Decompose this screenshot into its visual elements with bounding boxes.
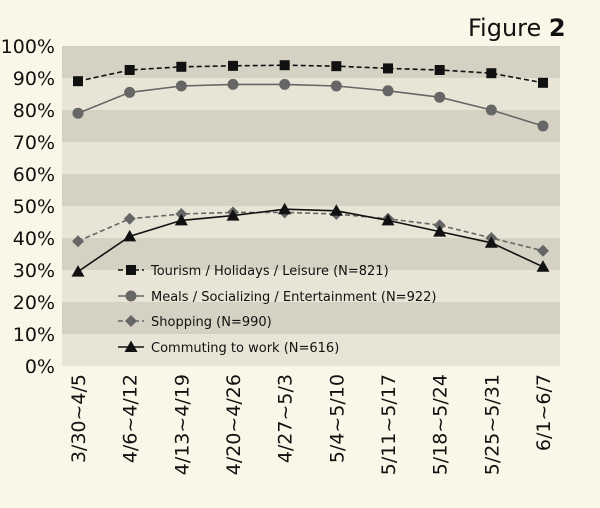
data-point (538, 77, 548, 88)
series-group (71, 60, 550, 277)
series-line (77, 83, 544, 127)
series-square (73, 60, 548, 88)
y-tick-label: 10% (13, 324, 55, 346)
legend: Tourism / Holidays / Leisure (N=821) Meal… (118, 264, 436, 356)
x-tick-label: 5/25~5/31 (481, 374, 503, 475)
legend-marker (124, 340, 138, 352)
legend-item: Commuting to work (N=616) (118, 340, 339, 356)
data-point (71, 265, 85, 277)
series-line (77, 211, 544, 252)
x-tick-label: 4/13~4/19 (171, 374, 193, 475)
plot-background (62, 46, 560, 366)
x-tick-label: 4/6~4/12 (120, 374, 142, 463)
y-tick-label: 30% (13, 260, 55, 282)
y-tick-label: 90% (13, 68, 55, 90)
data-point (433, 225, 447, 237)
data-point (176, 61, 187, 72)
data-point (382, 85, 394, 97)
legend-marker (126, 265, 136, 275)
data-point (175, 80, 187, 92)
x-tick-label: 4/27~5/3 (275, 374, 297, 463)
legend-marker (125, 315, 137, 327)
grid-band (62, 238, 560, 270)
y-tick-label: 20% (13, 292, 55, 314)
data-point (124, 65, 135, 75)
y-tick-label: 40% (13, 228, 55, 250)
data-point (73, 76, 83, 87)
data-point (329, 204, 343, 216)
grid-band (62, 206, 560, 238)
grid-band (62, 142, 560, 174)
legend-label: Tourism / Holidays / Leisure (N=821) (150, 264, 389, 279)
y-tick-label: 80% (13, 100, 55, 122)
data-point (174, 213, 188, 226)
legend-label: Commuting to work (N=616) (151, 341, 339, 356)
data-point (330, 80, 342, 92)
data-point (383, 63, 393, 74)
grid-band (62, 334, 560, 366)
series-circle (72, 78, 549, 132)
y-tick-label: 60% (13, 164, 55, 186)
data-point (228, 60, 238, 71)
data-point (434, 65, 445, 75)
legend-marker (125, 290, 137, 302)
grid-band (62, 110, 560, 142)
legend-item: Meals / Socializing / Entertainment (N=9… (118, 290, 436, 305)
data-point (278, 202, 292, 215)
x-tick-label: 4/20~4/26 (223, 374, 245, 475)
series-line (77, 208, 544, 273)
legend-label: Meals / Socializing / Entertainment (N=9… (151, 290, 436, 305)
y-axis-ticks: 0% 10% 20% 30% 40% 50% 60% 70% 80% 90% 100% (1, 36, 55, 378)
series-triangle (71, 202, 550, 277)
data-point (486, 68, 497, 79)
figure-label: Figure 2 (468, 14, 566, 42)
y-tick-label: 50% (13, 196, 55, 218)
data-point (227, 78, 239, 90)
data-point (536, 260, 550, 272)
x-axis-ticks: 3/30~4/5 4/6~4/12 4/13~4/19 4/20~4/26 4/27~5… (68, 374, 555, 475)
y-tick-label: 70% (13, 132, 55, 154)
series-line (77, 64, 544, 84)
data-point (434, 91, 446, 103)
data-point (537, 120, 549, 132)
data-point (537, 244, 549, 257)
data-point (279, 60, 290, 71)
data-point (124, 86, 136, 98)
x-tick-label: 3/30~4/5 (68, 374, 90, 463)
x-tick-label: 5/11~5/17 (378, 374, 400, 475)
data-point (123, 229, 137, 242)
data-point (226, 209, 240, 221)
x-tick-label: 5/4~5/10 (326, 374, 348, 463)
x-tick-label: 5/18~5/24 (430, 374, 452, 475)
legend-item: Shopping (N=990) (118, 315, 272, 330)
legend-item: Tourism / Holidays / Leisure (N=821) (118, 264, 389, 279)
data-point (72, 235, 84, 248)
data-point (123, 212, 136, 225)
y-tick-label: 100% (1, 36, 55, 58)
data-point (381, 213, 395, 226)
data-point (484, 236, 498, 248)
y-tick-label: 0% (25, 356, 55, 378)
data-point (331, 61, 342, 72)
data-point (72, 107, 84, 119)
grid-band (62, 174, 560, 206)
grid-band (62, 302, 560, 334)
data-point (279, 78, 291, 90)
grid-band (62, 78, 560, 110)
legend-label: Shopping (N=990) (151, 315, 272, 330)
grid-band (62, 270, 560, 302)
data-point (485, 104, 497, 116)
x-tick-label: 6/1~6/7 (533, 374, 555, 451)
